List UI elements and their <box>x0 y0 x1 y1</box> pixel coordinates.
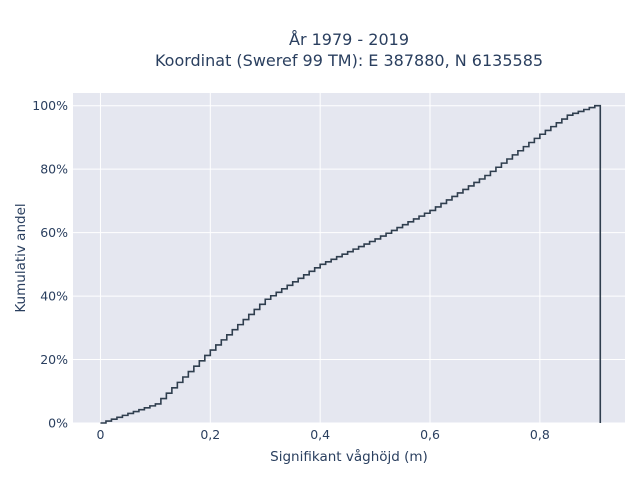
chart-title-line-1: År 1979 - 2019 <box>289 30 409 49</box>
cumulative-step-line <box>100 104 602 424</box>
x-tick-label: 0,4 <box>310 427 330 442</box>
y-tick-label: 80% <box>40 162 68 177</box>
x-tick-label: 0,6 <box>420 427 440 442</box>
y-tick-label: 100% <box>32 98 68 113</box>
y-axis-label: Kumulativ andel <box>13 203 29 312</box>
x-tick-label: 0,2 <box>200 427 220 442</box>
y-tick-label: 60% <box>40 225 68 240</box>
y-tick-label: 0% <box>48 416 68 431</box>
x-tick-label: 0,8 <box>530 427 550 442</box>
chart-title-line-2: Koordinat (Sweref 99 TM): E 387880, N 61… <box>155 51 543 70</box>
grid-lines <box>73 93 625 424</box>
y-tick-label: 20% <box>40 352 68 367</box>
plot-area <box>73 93 625 423</box>
x-axis-label: Signifikant våghöjd (m) <box>270 448 428 465</box>
x-tick-label: 0 <box>96 427 104 442</box>
tick-labels: 0 0,2 0,4 0,6 0,8 0% 20% 40% 60% 80% 100% <box>32 98 550 442</box>
y-tick-label: 40% <box>40 289 68 304</box>
